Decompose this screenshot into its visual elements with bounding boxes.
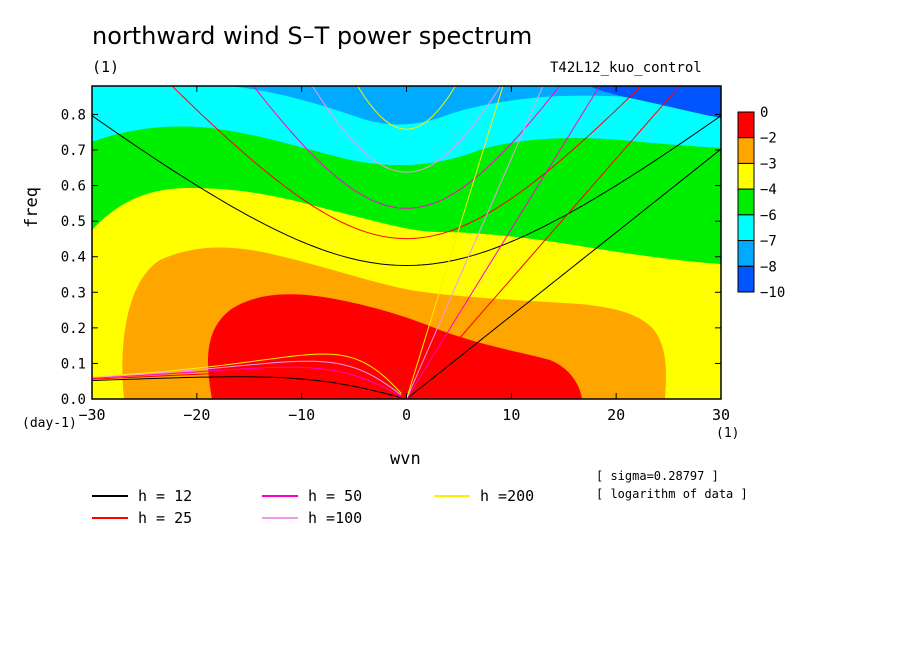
- y-axis-ticks: 0.0 0.1 0.2 0.3 0.4 0.5 0.6 0.7 0.8: [61, 107, 721, 408]
- x-tick-label: 20: [607, 406, 625, 424]
- logarithm-note: [ logarithm of data ]: [596, 487, 748, 501]
- gravity-curve-2: [252, 86, 561, 209]
- rossby-curve-3: [92, 360, 402, 396]
- fill-level-8: [92, 86, 721, 125]
- y-tick-label: 0.2: [61, 321, 86, 337]
- legend-label: h = 50: [308, 487, 362, 505]
- colorbar-label: −3: [760, 156, 777, 172]
- legend-label: h = 25: [138, 509, 192, 527]
- colorbar-swatch: [737, 162, 755, 190]
- rossby-curve-2: [92, 366, 402, 397]
- colorbar-label: −8: [760, 259, 777, 275]
- y-axis-unit: (day-1): [22, 416, 77, 431]
- curve-legend: h = 12 h = 25 h = 50 h =100 h =200: [92, 487, 534, 527]
- kelvin-curve-3: [406, 86, 544, 399]
- y-tick-label: 0.6: [61, 179, 86, 195]
- colorbar-swatch: [737, 188, 755, 216]
- kelvin-curve-0: [406, 148, 721, 399]
- x-tick-label: 30: [712, 406, 730, 424]
- x-tick-label: −20: [183, 406, 210, 424]
- x-axis-unit: (1): [716, 426, 740, 441]
- x-tick-label: −30: [78, 406, 105, 424]
- y-tick-label: 0.0: [61, 392, 86, 408]
- rossby-curve-0: [92, 376, 402, 399]
- y-tick-label: 0.8: [61, 107, 86, 123]
- colorbar: 0 −2 −3 −4 −6 −7 −8 −10: [737, 105, 785, 301]
- chart-subtitle-left: (1): [92, 58, 120, 76]
- gravity-curve-0: [92, 115, 721, 266]
- legend-label: h =200: [480, 487, 534, 505]
- colorbar-label: −2: [760, 131, 777, 147]
- gravity-curve-4: [357, 86, 456, 130]
- colorbar-label: 0: [760, 105, 768, 121]
- colorbar-label: −4: [760, 182, 777, 198]
- colorbar-swatch: [737, 240, 755, 267]
- colorbar-swatch: [737, 111, 755, 139]
- sigma-note: [ sigma=0.28797 ]: [596, 469, 719, 483]
- colorbar-swatch: [737, 214, 755, 242]
- legend-label: h =100: [308, 509, 362, 527]
- legend-label: h = 12: [138, 487, 192, 505]
- y-tick-label: 0.4: [61, 250, 86, 266]
- colorbar-label: −10: [760, 285, 785, 301]
- x-tick-label: 0: [402, 406, 411, 424]
- fill-lowest-corner: [590, 86, 721, 118]
- y-tick-label: 0.3: [61, 285, 86, 301]
- contour-fills: [92, 86, 721, 399]
- x-axis-ticks: −30 −20 −10 0 10 20 30: [78, 86, 730, 424]
- rossby-curve-4: [92, 353, 402, 394]
- x-tick-label: −10: [288, 406, 315, 424]
- colorbar-swatch: [737, 265, 755, 293]
- kelvin-curve-4: [406, 86, 504, 399]
- kelvin-curve-2: [406, 86, 601, 399]
- x-tick-label: 10: [502, 406, 520, 424]
- colorbar-label: −6: [760, 208, 777, 224]
- chart-subtitle-right: T42L12_kuo_control: [550, 60, 702, 76]
- x-axis-label: wvn: [390, 449, 421, 469]
- y-tick-label: 0.7: [61, 143, 86, 159]
- colorbar-label: −7: [760, 234, 777, 250]
- colorbar-swatch: [737, 137, 755, 164]
- fill-level-7: [92, 86, 721, 166]
- rossby-curve-1: [92, 371, 402, 398]
- gravity-curve-1: [171, 86, 642, 240]
- dispersion-curves: [92, 86, 721, 399]
- y-tick-label: 0.5: [61, 214, 86, 230]
- fill-level-2: [207, 294, 582, 399]
- chart-title: northward wind S–T power spectrum: [92, 22, 533, 50]
- y-tick-label: 0.1: [61, 356, 86, 372]
- gravity-curve-3: [311, 86, 502, 173]
- kelvin-curve-1: [406, 86, 681, 399]
